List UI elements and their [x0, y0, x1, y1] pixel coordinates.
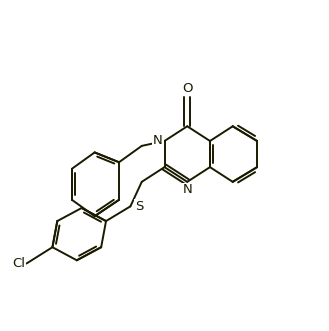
Text: O: O: [182, 82, 192, 95]
Text: N: N: [153, 134, 163, 148]
Text: Cl: Cl: [12, 257, 25, 270]
Text: N: N: [182, 183, 192, 197]
Text: S: S: [135, 200, 144, 213]
